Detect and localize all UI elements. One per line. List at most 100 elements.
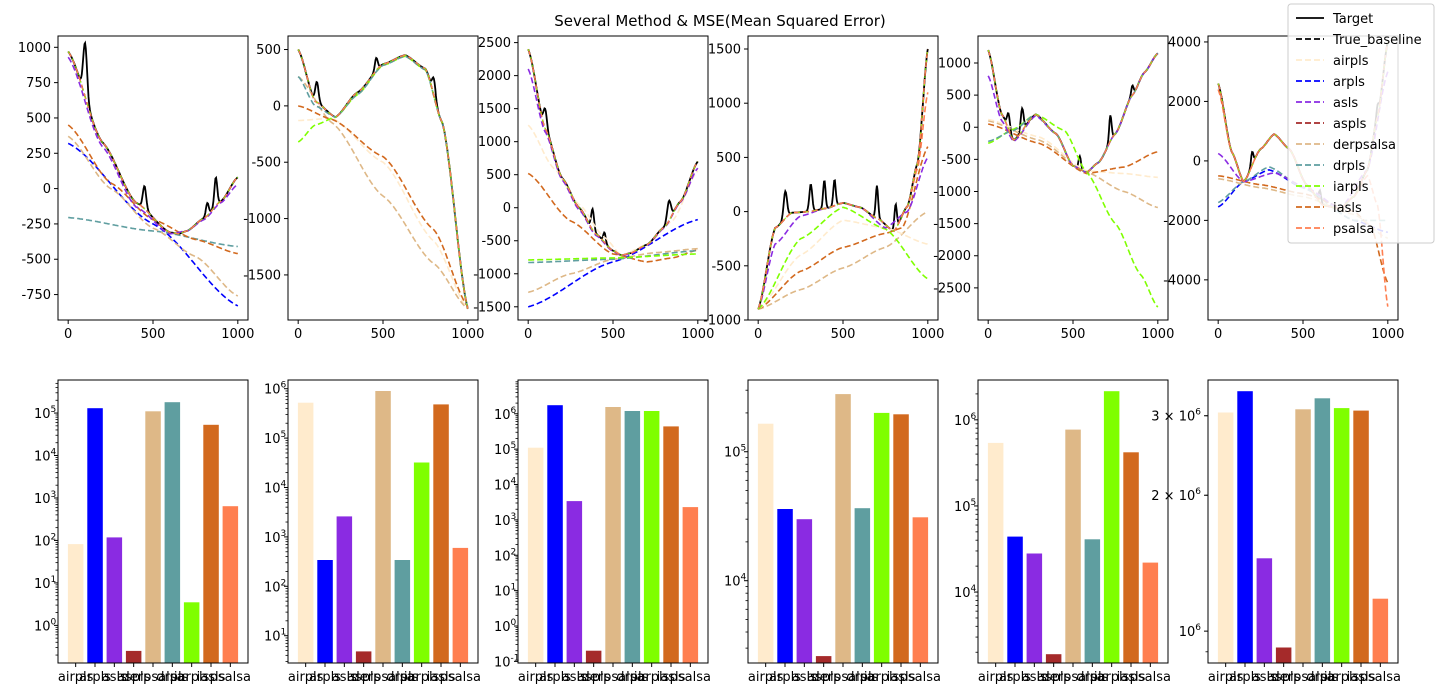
x-tick-label: arpls (309, 670, 341, 685)
target-line (527, 48, 699, 257)
x-tick-label: derpsalsa (812, 670, 875, 685)
bar-arpls (777, 509, 793, 663)
series-derpsalsa (67, 135, 239, 297)
target-line (67, 40, 239, 235)
target-line (757, 48, 929, 310)
x-tick-label: 500 (1291, 327, 1316, 342)
bar-iarpls (643, 411, 660, 663)
x-tick-label: 500 (831, 327, 856, 342)
bar-drpls (1314, 398, 1331, 663)
bar-iarpls (1333, 408, 1350, 663)
y-tick-label: -1000 (473, 267, 511, 282)
x-tick-label: psalsa (210, 670, 251, 685)
y-tick-label: -1500 (243, 268, 281, 283)
bar-airpls (1217, 412, 1234, 663)
x-tick-label: iarpls (1324, 670, 1360, 685)
bar-iarpls (1103, 391, 1120, 663)
x-tick-label: arpls (1229, 670, 1261, 685)
y-tick-label: 102 (494, 547, 516, 564)
bar-aspls (355, 651, 372, 663)
true-baseline-line (987, 49, 1159, 173)
x-tick-label: drpls (616, 670, 648, 685)
bar-airpls (297, 402, 314, 663)
y-tick-label: -500 (711, 259, 741, 274)
x-tick-label: 0 (1214, 327, 1222, 342)
x-tick-label: airpls (1208, 670, 1244, 685)
y-tick-label: 106 (954, 412, 977, 429)
true-baseline-line (297, 49, 469, 309)
x-tick-label: asls (102, 670, 127, 685)
legend-box (1287, 3, 1435, 244)
y-tick-label: 101 (264, 628, 286, 645)
line-chart-1: 0 500 1000 1000 750 500 250 0 -250 -500 -750 (18, 35, 254, 342)
x-tick-label: derpsalsa (352, 670, 415, 685)
series-airpls (298, 117, 469, 310)
bar-asls (106, 537, 123, 663)
y-tick-label: 2000 (478, 69, 511, 84)
y-tick-label: 750 (26, 76, 51, 91)
axes-frame (747, 379, 939, 664)
y-tick-label: 0 (273, 99, 281, 114)
bar-asls (566, 501, 583, 663)
x-tick-label: asls (1252, 670, 1277, 685)
y-tick-label: 104 (34, 448, 57, 465)
x-tick-label: iasls (427, 670, 456, 685)
plot-area (527, 48, 699, 308)
x-tick-label: asls (562, 670, 587, 685)
x-tick-label: aspls (1267, 670, 1301, 685)
x-tick-label: psalsa (440, 670, 481, 685)
y-tick-label: 106 (1179, 623, 1202, 640)
series-iarpls (528, 253, 698, 261)
figure-title: Several Method & MSE(Mean Squared Error) (554, 12, 886, 30)
y-tick-label: 105 (724, 444, 746, 461)
legend-label: iasls (1333, 201, 1362, 216)
y-tick-label: -1500 (933, 217, 971, 232)
bar-asls (336, 516, 353, 663)
y-tick-label: -1000 (243, 212, 281, 227)
y-tick-label: -2500 (933, 281, 971, 296)
x-tick-label: airpls (518, 670, 554, 685)
bar-drpls (624, 411, 641, 663)
x-tick-label: iarpls (1094, 670, 1130, 685)
y-tick-label: -500 (941, 153, 971, 168)
x-tick-label: 0 (64, 327, 72, 342)
series-drpls (988, 52, 1159, 174)
bar-drpls (854, 508, 871, 663)
y-tick-label: 105 (34, 405, 56, 422)
series-psalsa-fit (757, 48, 929, 310)
plot-area (987, 49, 1159, 308)
series-asls (987, 52, 1159, 174)
series-arpls (528, 218, 698, 308)
bar-psalsa (452, 547, 469, 663)
series-drpls (528, 249, 698, 264)
y-tick-label: -1500 (473, 300, 511, 315)
y-tick-label: 0 (1193, 154, 1201, 169)
y-tick-label: 105 (264, 430, 286, 447)
y-tick-label: 3 × 106 (1151, 408, 1201, 425)
y-tick-label: 2 × 106 (1151, 487, 1201, 504)
bar-iasls (893, 414, 909, 663)
x-tick-label: 0 (294, 327, 302, 342)
axes-frame (977, 35, 1169, 321)
mse-bar-chart-2: airplsarplsaslsasplsderpsalsadrplsiarpls… (264, 379, 481, 685)
bar-airpls (67, 544, 84, 663)
x-tick-label: iasls (657, 670, 686, 685)
axes-frame (57, 35, 249, 321)
series-derpsalsa (988, 120, 1159, 209)
y-tick-label: 0 (43, 182, 51, 197)
x-tick-label: arpls (79, 670, 111, 685)
x-tick-label: drpls (846, 670, 878, 685)
y-tick-label: 102 (34, 532, 56, 549)
axes-frame (977, 379, 1169, 664)
x-tick-label: psalsa (1360, 670, 1401, 685)
y-tick-label: 103 (494, 512, 516, 529)
y-tick-label: -500 (21, 253, 51, 268)
x-tick-label: arpls (999, 670, 1031, 685)
x-tick-label: airpls (748, 670, 784, 685)
bar-psalsa (682, 507, 699, 663)
x-tick-label: aspls (807, 670, 841, 685)
axes-frame (287, 35, 479, 321)
legend-label: airpls (1333, 54, 1369, 69)
x-tick-label: derpsalsa (582, 670, 645, 685)
